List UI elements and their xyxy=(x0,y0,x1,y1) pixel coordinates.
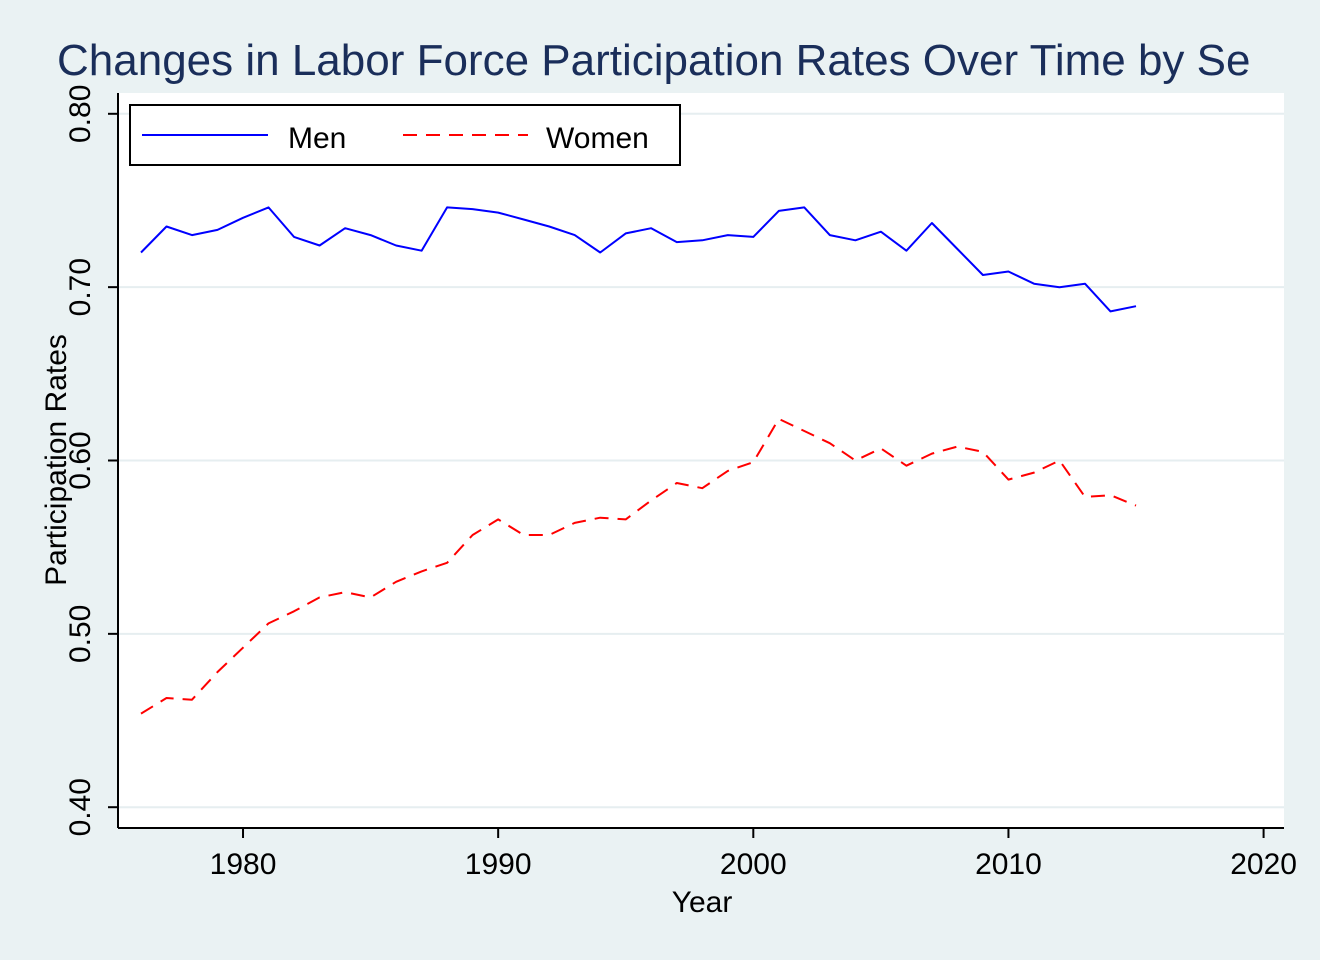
y-tick-label-4: 0.80 xyxy=(64,85,97,143)
series-lines xyxy=(140,206,1137,715)
x-tick-label-1: 1990 xyxy=(465,848,532,881)
x-tick-label-0: 1980 xyxy=(210,848,277,881)
y-axis-label: Participation Rates xyxy=(40,334,73,586)
ticks: 0.40 0.50 0.60 0.70 0.80 1980 1990 2000 2010 2020 xyxy=(64,85,1297,881)
legend-women-label: Women xyxy=(546,122,649,155)
y-tick-label-1: 0.50 xyxy=(64,605,97,663)
x-tick-label-3: 2010 xyxy=(975,848,1042,881)
legend-men-label: Men xyxy=(288,122,346,155)
y-tick-label-2: 0.60 xyxy=(64,431,97,489)
x-tick-label-4: 2020 xyxy=(1230,848,1297,881)
chart-title: Changes in Labor Force Participation Rat… xyxy=(57,36,1251,85)
y-tick-label-3: 0.70 xyxy=(64,258,97,316)
x-axis-label: Year xyxy=(672,886,733,919)
series-line-women xyxy=(140,417,1137,715)
x-tick-label-2: 2000 xyxy=(720,848,787,881)
series-line-men xyxy=(140,206,1137,313)
legend: Men Women xyxy=(129,104,681,166)
y-tick-label-0: 0.40 xyxy=(64,778,97,836)
